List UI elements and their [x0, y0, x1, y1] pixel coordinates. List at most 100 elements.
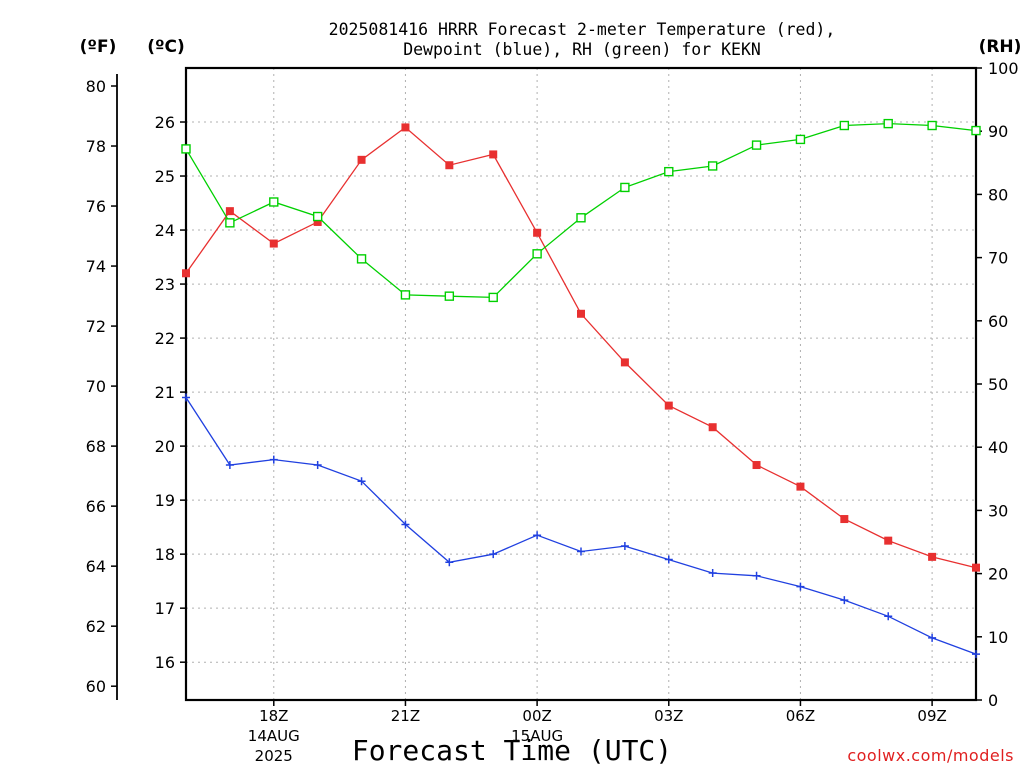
c-tick-label-21: 21	[155, 383, 175, 402]
x-tick-sublabel-15AUG: 15AUG	[511, 727, 563, 745]
c-tick-label-19: 19	[155, 491, 175, 510]
f-tick-label-62: 62	[86, 617, 106, 636]
series-layer	[181, 118, 981, 659]
c-tick-label-24: 24	[155, 221, 175, 240]
rh-tick-label-70: 70	[988, 249, 1008, 268]
dewpoint-point-08Z	[884, 612, 893, 621]
rh-tick-label-90: 90	[988, 122, 1008, 141]
dewpoint-point-16Z	[182, 393, 190, 402]
dewpoint-point-02Z	[620, 542, 629, 551]
rh-tick-label-30: 30	[988, 501, 1008, 520]
temperature-point-21Z	[401, 123, 410, 132]
temperature-point-01Z	[577, 309, 585, 318]
chart-title-line-1: 2025081416 HRRR Forecast 2-meter Tempera…	[329, 20, 836, 39]
temperature-point-20Z	[357, 155, 366, 164]
dewpoint-point-10Z	[972, 650, 980, 659]
rh-point-22Z	[444, 291, 455, 301]
dewpoint-point-00Z	[533, 531, 542, 540]
dewpoint-point-21Z	[401, 520, 410, 529]
dewpoint-point-09Z	[928, 633, 937, 642]
rh-point-19Z	[312, 211, 323, 222]
temperature-point-00Z	[533, 228, 542, 237]
dewpoint-point-23Z	[489, 550, 498, 559]
rh-point-06Z	[795, 134, 806, 145]
rh-tick-label-40: 40	[988, 438, 1008, 457]
temperature-point-18Z	[269, 239, 278, 248]
temperature-point-03Z	[664, 401, 673, 410]
x-tick-label-18Z: 18Z	[259, 707, 288, 725]
chart-title-line-2: Dewpoint (blue), RH (green) for KEKN	[403, 40, 761, 59]
c-tick-label-17: 17	[155, 599, 175, 618]
temperature-point-19Z	[313, 217, 322, 226]
temperature-point-09Z	[928, 552, 937, 561]
temperature-point-10Z	[972, 563, 980, 572]
rh-tick-label-10: 10	[988, 628, 1008, 647]
dewpoint-point-17Z	[225, 461, 234, 470]
dewpoint-point-19Z	[313, 461, 322, 470]
dewpoint-point-18Z	[269, 455, 278, 464]
rh-tick-label-20: 20	[988, 565, 1008, 584]
dewpoint-point-20Z	[357, 477, 366, 486]
f-tick-label-80: 80	[86, 77, 106, 96]
x-tick-sublabel-2025: 2025	[255, 747, 293, 765]
temperature-point-07Z	[840, 515, 849, 524]
x-tick-sublabel-14AUG: 14AUG	[248, 727, 300, 745]
rh-point-17Z	[225, 218, 235, 228]
rh-point-23Z	[488, 292, 498, 303]
c-tick-label-25: 25	[155, 167, 175, 186]
rh-point-08Z	[883, 118, 893, 129]
rh-point-00Z	[532, 249, 542, 259]
f-tick-label-74: 74	[86, 257, 106, 276]
rh-axis-label: (RH)	[979, 37, 1022, 57]
rh-point-07Z	[839, 120, 850, 131]
rh-point-20Z	[356, 254, 367, 264]
c-tick-label-20: 20	[155, 437, 175, 456]
dewpoint-point-01Z	[577, 547, 585, 556]
rh-point-10Z	[971, 125, 981, 136]
c-tick-label-26: 26	[155, 113, 175, 132]
rh-tick-label-0: 0	[988, 691, 998, 710]
temperature-point-02Z	[620, 358, 629, 367]
dewpoint-point-06Z	[796, 582, 805, 591]
dewpoint-point-05Z	[752, 571, 761, 580]
temperature-point-16Z	[182, 269, 190, 278]
temperature-point-23Z	[489, 150, 498, 159]
c-tick-label-18: 18	[155, 545, 175, 564]
rh-point-18Z	[269, 197, 279, 207]
dewpoint-point-07Z	[840, 596, 849, 605]
rh-tick-label-60: 60	[988, 312, 1008, 331]
temperature-point-04Z	[708, 423, 717, 432]
temperature-point-22Z	[445, 161, 454, 170]
celsius-axis-label: (ºC)	[147, 37, 185, 57]
temperature-point-17Z	[225, 207, 234, 216]
f-tick-label-78: 78	[86, 137, 106, 156]
rh-point-03Z	[664, 166, 674, 177]
fahrenheit-axis-label: (ºF)	[80, 37, 117, 57]
rh-point-01Z	[576, 213, 586, 223]
dewpoint-point-03Z	[664, 555, 673, 564]
x-tick-label-03Z: 03Z	[654, 707, 683, 725]
c-tick-label-16: 16	[155, 653, 175, 672]
x-tick-label-21Z: 21Z	[391, 707, 420, 725]
rh-point-16Z	[181, 144, 191, 154]
f-tick-label-66: 66	[86, 497, 106, 516]
x-axis-title: Forecast Time (UTC)	[352, 734, 672, 767]
c-tick-label-22: 22	[155, 329, 175, 348]
x-tick-label-06Z: 06Z	[786, 707, 815, 725]
f-tick-label-64: 64	[86, 557, 106, 576]
temperature-point-05Z	[752, 461, 761, 470]
x-tick-label-00Z: 00Z	[522, 707, 551, 725]
temperature-point-08Z	[884, 536, 893, 545]
credit-link[interactable]: coolwx.com/models	[847, 746, 1014, 765]
rh-line	[185, 122, 977, 299]
rh-point-09Z	[927, 120, 937, 131]
rh-point-21Z	[400, 290, 411, 300]
rh-tick-label-100: 100	[988, 59, 1019, 78]
rh-point-05Z	[751, 140, 762, 150]
x-tick-label-09Z: 09Z	[917, 707, 946, 725]
dewpoint-point-04Z	[708, 569, 717, 578]
f-tick-label-76: 76	[86, 197, 106, 216]
f-tick-label-72: 72	[86, 317, 106, 336]
